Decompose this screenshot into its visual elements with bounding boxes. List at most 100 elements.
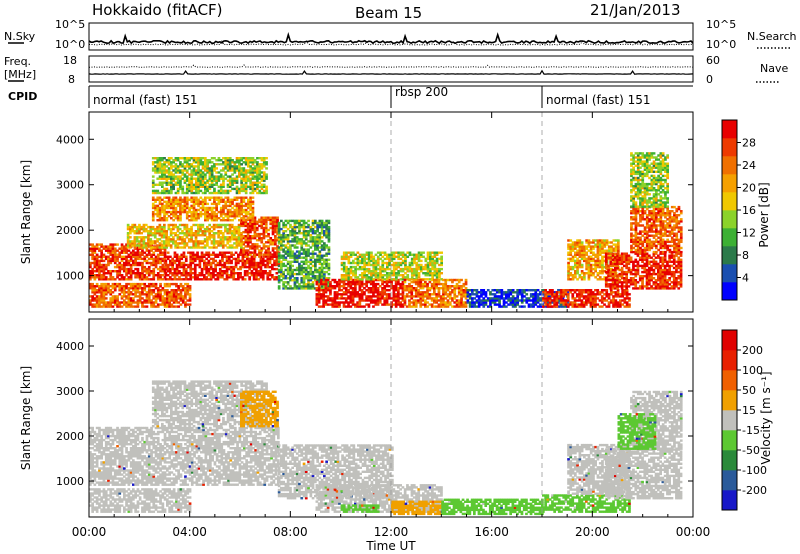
power-cell — [439, 282, 443, 286]
power-cell — [109, 251, 113, 254]
power-cell — [147, 251, 151, 254]
power-cell — [120, 257, 124, 261]
power-cell — [442, 299, 445, 302]
power-cell — [442, 293, 445, 296]
power-cell — [163, 169, 166, 172]
power-cell — [327, 240, 331, 243]
power-cell — [261, 276, 265, 279]
power-cell — [444, 291, 448, 294]
power-cell — [309, 227, 313, 231]
power-cell — [95, 303, 99, 306]
power-cell — [419, 285, 423, 288]
power-cell — [444, 289, 448, 292]
power-cell — [237, 261, 240, 265]
power-cell — [298, 221, 301, 225]
power-cell — [410, 270, 414, 273]
power-cell — [228, 169, 232, 172]
power-cell — [242, 171, 246, 174]
power-cell — [197, 159, 200, 162]
power-cell — [374, 267, 378, 271]
power-cell — [311, 283, 315, 286]
power-cell — [367, 297, 371, 300]
power-cell — [223, 265, 227, 269]
power-cell — [228, 189, 232, 193]
power-cell — [260, 222, 264, 226]
power-cell — [149, 246, 153, 249]
power-cell — [419, 287, 423, 290]
power-cell — [374, 282, 378, 286]
power-cell — [307, 281, 310, 284]
power-cell — [120, 301, 124, 304]
power-cell — [147, 293, 151, 296]
power-cell — [95, 289, 99, 292]
power-cell — [320, 223, 324, 227]
power-cell — [217, 179, 221, 182]
power-cell — [91, 247, 94, 250]
power-cell — [183, 223, 187, 227]
power-cell — [269, 253, 273, 256]
power-cell — [323, 248, 326, 251]
power-cell — [250, 272, 254, 275]
power-cell — [169, 223, 173, 227]
power-cell — [249, 220, 252, 223]
power-cell — [442, 291, 445, 294]
power-cell — [422, 251, 425, 254]
power-cell — [253, 183, 257, 186]
power-cell — [370, 253, 373, 256]
power-cell — [304, 266, 308, 270]
power-cell — [232, 276, 236, 279]
power-cell — [208, 234, 211, 237]
power-cell — [379, 276, 382, 279]
power-cell — [208, 208, 212, 212]
power-cell — [104, 278, 108, 281]
power-cell — [159, 291, 162, 294]
power-cell — [143, 287, 147, 290]
power-cell — [184, 259, 188, 263]
power-cell — [138, 230, 141, 233]
power-cell — [244, 202, 248, 206]
power-cell — [222, 161, 225, 164]
power-cell — [197, 200, 200, 203]
power-cell — [116, 249, 119, 252]
power-cell — [156, 293, 160, 296]
power-cell — [219, 236, 223, 239]
power-cell — [507, 295, 510, 298]
power-cell — [345, 253, 348, 256]
power-cell — [181, 169, 185, 172]
power-cell — [460, 293, 463, 296]
power-cell — [171, 278, 174, 281]
power-cell — [502, 297, 506, 300]
power-cell — [318, 234, 322, 237]
power-cell — [221, 276, 224, 279]
power-cell — [167, 223, 171, 227]
power-cell — [95, 243, 99, 246]
power-cell — [419, 303, 423, 306]
power-cell — [91, 285, 94, 288]
power-cell — [185, 191, 189, 195]
power-cell — [222, 177, 225, 180]
power-cell — [424, 257, 428, 261]
power-cell — [183, 157, 187, 160]
power-cell — [170, 200, 173, 203]
power-cell — [424, 305, 427, 308]
power-cell — [262, 165, 266, 168]
power-cell — [433, 301, 436, 304]
power-cell — [142, 244, 146, 247]
power-cell — [107, 303, 110, 306]
power-cell — [455, 303, 459, 306]
power-cell — [185, 232, 189, 235]
power-cell — [231, 210, 234, 214]
power-cell — [186, 293, 190, 296]
power-cell — [174, 215, 178, 218]
power-cell — [175, 285, 178, 288]
power-cell — [293, 244, 297, 247]
power-cell — [525, 299, 529, 302]
power-cell — [363, 261, 366, 265]
power-cell — [244, 249, 248, 252]
power-cell — [152, 253, 156, 256]
power-cell — [167, 215, 171, 218]
power-cell — [493, 293, 497, 296]
power-cell — [255, 239, 259, 242]
power-cell — [320, 225, 324, 229]
power-cell — [399, 305, 402, 308]
